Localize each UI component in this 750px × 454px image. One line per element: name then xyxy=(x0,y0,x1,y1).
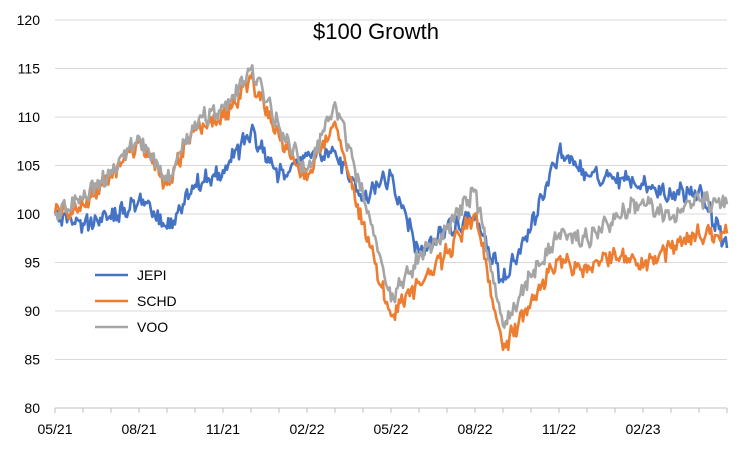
x-tick-label: 08/21 xyxy=(121,421,156,437)
x-tick-label: 11/21 xyxy=(206,421,240,437)
x-tick-label: 02/23 xyxy=(625,421,660,437)
series-line-schd xyxy=(53,71,729,352)
series-line-jepi xyxy=(54,123,729,284)
y-tick-label: 105 xyxy=(17,158,41,174)
chart-title: $100 Growth xyxy=(313,19,439,44)
axes: 80 85 90 95 100 105 110 115 120 05/21 08/21 11/21 02… xyxy=(17,12,728,437)
legend-label: VOO xyxy=(137,319,168,335)
y-tick-label: 100 xyxy=(17,206,41,222)
legend-item-jepi: JEPI xyxy=(95,267,167,283)
y-tick-label: 85 xyxy=(24,352,40,368)
y-tick-label: 90 xyxy=(24,303,40,319)
y-tick-label: 95 xyxy=(24,255,40,271)
x-tick-label: 11/22 xyxy=(542,421,576,437)
legend: JEPI SCHD VOO xyxy=(95,267,177,335)
y-tick-label: 120 xyxy=(17,12,41,28)
legend-label: SCHD xyxy=(137,293,177,309)
gridlines xyxy=(55,19,727,360)
y-tick-label: 80 xyxy=(24,400,40,416)
legend-item-voo: VOO xyxy=(95,319,168,335)
x-tick-label: 05/21 xyxy=(37,421,72,437)
y-tick-label: 115 xyxy=(18,61,41,77)
legend-label: JEPI xyxy=(137,267,167,283)
series-lines xyxy=(53,64,729,352)
legend-item-schd: SCHD xyxy=(95,293,177,309)
y-tick-label: 110 xyxy=(18,109,41,125)
series-line-voo xyxy=(54,64,729,329)
x-tick-label: 05/22 xyxy=(373,421,408,437)
x-tick-label: 08/22 xyxy=(457,421,492,437)
x-tick-label: 02/22 xyxy=(289,421,324,437)
